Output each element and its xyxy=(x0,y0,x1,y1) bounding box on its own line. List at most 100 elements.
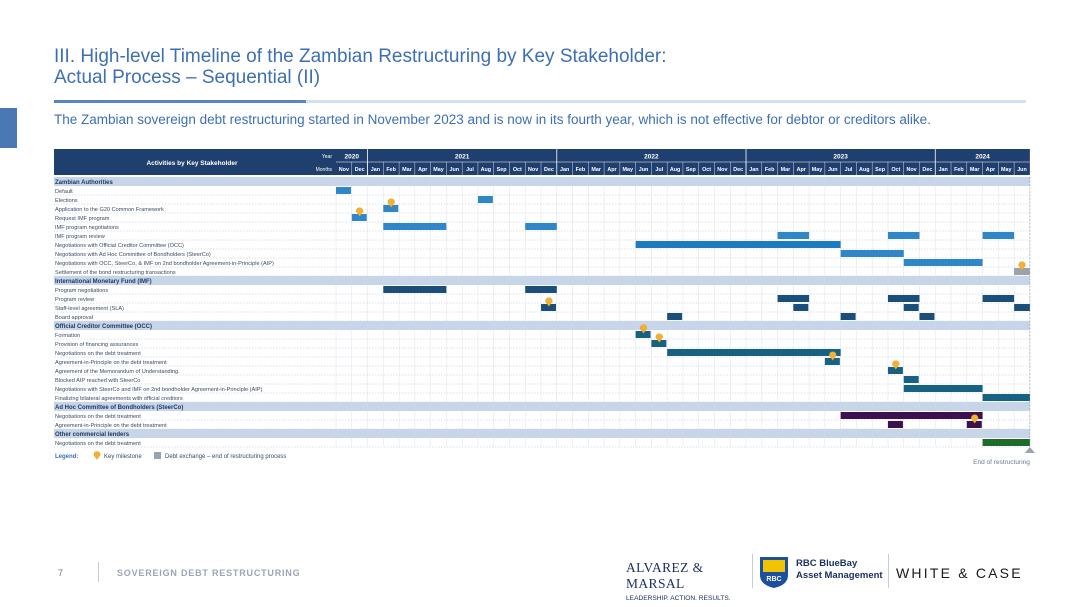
timeline-bar xyxy=(541,304,556,311)
timeline-bar xyxy=(982,295,1015,302)
activity-label: Elections xyxy=(55,198,78,204)
month-label: Mar xyxy=(781,167,791,173)
milestone-marker xyxy=(829,351,837,361)
title-line-2: Actual Process – Sequential (II) xyxy=(54,67,321,88)
timeline-bar xyxy=(982,439,1030,446)
month-label: Jun xyxy=(1017,167,1027,173)
month-label: Apr xyxy=(607,167,617,173)
section-label: International Monetary Fund (IMF) xyxy=(55,279,152,285)
month-label: Sep xyxy=(686,167,697,173)
section-band xyxy=(54,276,1030,285)
month-label: Sep xyxy=(497,167,508,173)
month-label: Mar xyxy=(970,167,980,173)
activity-label: Negotiations with Ad Hoc Committee of Bo… xyxy=(55,252,211,258)
milestone-marker xyxy=(639,324,648,334)
activity-label: Board approval xyxy=(55,315,93,321)
timeline-bar xyxy=(635,331,651,338)
year-label: 2023 xyxy=(833,154,848,161)
month-label: Jul xyxy=(466,167,474,173)
rbc-shield-icon: RBC xyxy=(760,557,788,588)
timeline-bar xyxy=(903,376,919,383)
side-accent-bar xyxy=(0,108,17,148)
activity-label: Agreement-in-Principle on the debt treat… xyxy=(55,360,167,366)
month-label: Jun xyxy=(828,167,838,173)
logo-divider xyxy=(752,554,753,588)
month-label: Dec xyxy=(544,167,554,173)
section-label: Ad Hoc Committee of Bondholders (SteerCo… xyxy=(55,405,183,411)
timeline-bar xyxy=(919,313,935,320)
month-label: May xyxy=(1001,167,1012,173)
alvarez-marsal-logo: ALVAREZ & MARSAL LEADERSHIP. ACTION. RES… xyxy=(626,560,746,602)
footer-section-label: SOVEREIGN DEBT RESTRUCTURING xyxy=(117,568,301,578)
timeline-bar xyxy=(1014,268,1030,275)
month-label: May xyxy=(812,167,823,173)
legend-exchange-label: Debt exchange – end of restructuring pro… xyxy=(165,454,286,460)
month-label: Aug xyxy=(481,167,491,173)
milestone-marker xyxy=(356,207,364,217)
end-marker-triangle xyxy=(1024,447,1035,453)
month-label: Jul xyxy=(845,167,853,173)
year-label: 2024 xyxy=(975,154,990,161)
milestone-marker xyxy=(93,451,101,460)
timeline-bar xyxy=(525,286,557,293)
activity-label: IMF program review xyxy=(55,234,106,240)
timeline-bar xyxy=(840,250,904,257)
milestone-marker xyxy=(387,198,395,208)
timeline-bar xyxy=(477,196,493,203)
subtitle: The Zambian sovereign debt restructuring… xyxy=(54,112,931,127)
month-label: Jun xyxy=(449,167,459,173)
milestone-marker xyxy=(545,297,553,307)
activity-label: Program negotiations xyxy=(55,288,108,294)
month-label: Feb xyxy=(765,167,775,173)
timeline-bar xyxy=(667,349,841,356)
rbc-mark-text: RBC xyxy=(766,576,781,583)
footer-divider xyxy=(98,562,99,582)
section-label: Other commercial lenders xyxy=(55,432,130,438)
months-row-label: Months xyxy=(316,167,333,173)
timeline-bar xyxy=(635,241,841,248)
activity-label: Program review xyxy=(55,297,95,303)
milestone-marker xyxy=(892,360,900,370)
month-label: Oct xyxy=(513,167,522,173)
section-band xyxy=(54,402,1030,411)
month-label: Aug xyxy=(859,167,869,173)
month-label: Nov xyxy=(717,167,727,173)
timeline-bar xyxy=(887,421,903,428)
timeline-bar xyxy=(982,394,1030,401)
month-label: Mar xyxy=(591,167,601,173)
timeline-bar xyxy=(887,232,920,239)
month-label: Sep xyxy=(875,167,886,173)
timeline-bar xyxy=(887,367,903,374)
timeline-bar xyxy=(383,286,447,293)
month-label: Apr xyxy=(418,167,428,173)
month-label: Jan xyxy=(938,167,947,173)
timeline-bar xyxy=(982,232,1015,239)
activity-label: Negotiations with SteerCo and IMF on 2nd… xyxy=(55,387,263,393)
activity-label: Negotiations on the debt treatment xyxy=(55,441,141,447)
activity-label: Negotiations on the debt treatment xyxy=(55,414,141,420)
section-band xyxy=(54,177,1030,186)
month-label: Nov xyxy=(339,167,349,173)
activity-label: Negotiations with OCC, SteerCo, & IMF on… xyxy=(55,261,274,267)
activity-label: Blocked AIP reached with SteerCo xyxy=(55,378,140,384)
timeline-bar xyxy=(903,304,919,311)
timeline-bar xyxy=(1014,304,1030,311)
milestone-marker xyxy=(971,414,979,424)
month-label: Feb xyxy=(386,167,396,173)
activity-label: Application to the G20 Common Framework xyxy=(55,207,164,213)
month-label: Oct xyxy=(702,167,711,173)
year-label: 2021 xyxy=(455,154,470,161)
timeline-bar xyxy=(793,304,809,311)
alvarez-marsal-name: ALVAREZ & MARSAL xyxy=(626,560,704,591)
timeline-bar xyxy=(651,340,667,347)
section-band xyxy=(54,321,1030,330)
rbc-line-1: RBC BlueBay xyxy=(796,558,858,569)
rbc-bluebay-logo: RBC BlueBay Asset Management xyxy=(796,558,883,582)
activity-label: Settlement of the bond restructuring tra… xyxy=(55,270,176,276)
end-of-restructuring-label: End of restructuring xyxy=(973,459,1030,466)
month-label: Dec xyxy=(733,167,743,173)
milestone-marker xyxy=(1018,261,1026,271)
month-label: Aug xyxy=(670,167,680,173)
timeline-bar xyxy=(903,259,983,266)
